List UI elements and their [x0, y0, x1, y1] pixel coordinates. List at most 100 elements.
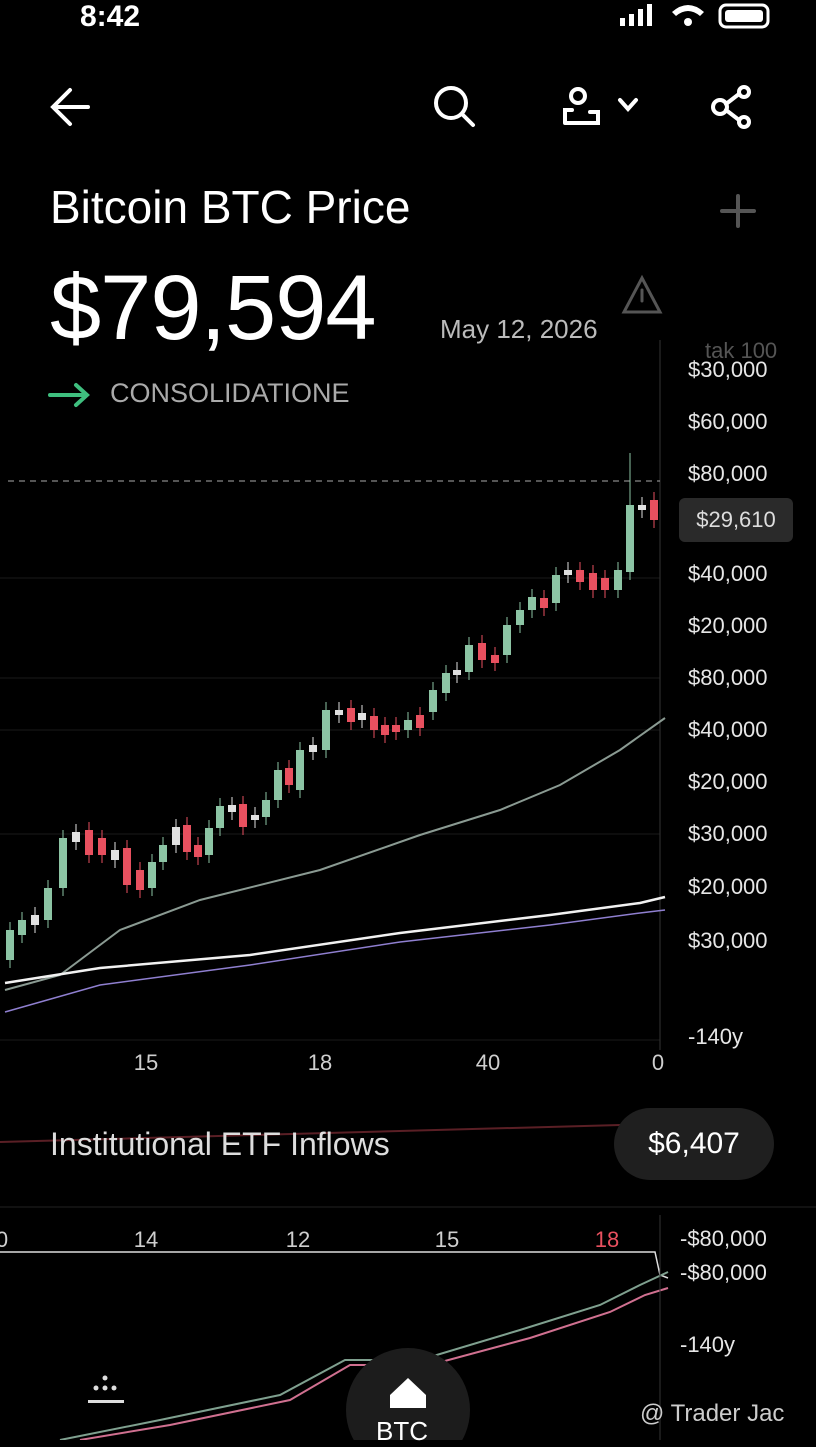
candle-body: [614, 570, 622, 590]
y-axis-label: $40,000: [688, 561, 768, 586]
y-axis-label: $60,000: [688, 409, 768, 434]
candle-body: [358, 713, 366, 720]
y-axis-label: $30,000: [688, 928, 768, 953]
x-axis-label: 14: [133, 1227, 159, 1252]
candle-body: [172, 827, 180, 845]
candle-body: [478, 643, 486, 660]
candle-body: [429, 690, 437, 712]
moving-average: [4, 895, 666, 985]
candle-body: [296, 750, 304, 790]
candle-body: [18, 920, 26, 935]
x-axis-label: 15: [133, 1050, 159, 1075]
price-date: May 12, 2026: [440, 314, 598, 344]
y-axis-label: $40,000: [688, 717, 768, 742]
etf-line: [0, 1124, 621, 1143]
y-axis-label: -140y: [680, 1332, 736, 1357]
candle-body: [416, 715, 424, 728]
menu-icon[interactable]: [88, 1375, 124, 1404]
candle-body: [381, 725, 389, 735]
candle-body: [540, 598, 548, 608]
x-axis-label: 0: [651, 1050, 665, 1075]
candle-body: [205, 828, 213, 855]
y-axis-label: -$80,000: [680, 1260, 767, 1285]
candle-body: [159, 845, 167, 862]
candle-body: [85, 830, 93, 855]
x-axis-label: 0: [0, 1227, 9, 1252]
lower-line: [0, 1251, 669, 1279]
watermark: @ Trader Jac: [640, 1400, 785, 1427]
candle-body: [589, 573, 597, 590]
y-axis-label: -140y: [688, 1024, 744, 1049]
x-axis-label: 40: [475, 1050, 501, 1075]
candle-body: [370, 716, 378, 730]
candle-body: [194, 845, 202, 857]
candle-body: [274, 770, 282, 800]
y-axis-label: $20,000: [688, 613, 768, 638]
y-axis-label: $80,000: [688, 665, 768, 690]
y-axis-label: $20,000: [688, 874, 768, 899]
candle-body: [491, 655, 499, 663]
candle-body: [72, 832, 80, 842]
candle-body: [148, 862, 156, 888]
trend-signal: CONSOLIDATIONE: [110, 378, 350, 408]
candle-body: [442, 673, 450, 693]
axis-top-label: tak 100: [705, 338, 778, 363]
moving-average: [4, 717, 666, 991]
moving-average: [4, 909, 666, 1013]
candle-body: [335, 710, 343, 715]
candle-body: [216, 806, 224, 828]
candle-body: [650, 500, 658, 520]
x-axis-label: 18: [594, 1227, 620, 1252]
candle-body: [347, 708, 355, 722]
candle-body: [239, 804, 247, 827]
candle-body: [552, 575, 560, 603]
candle-body: [285, 768, 293, 785]
candle-body: [98, 838, 106, 855]
current-price: $79,594: [50, 257, 377, 359]
nav-tab-label[interactable]: BTC: [376, 1416, 428, 1446]
candle-body: [576, 570, 584, 582]
etf-value[interactable]: $6,407: [614, 1108, 774, 1180]
candle-body: [123, 848, 131, 885]
y-axis-label: -$80,000: [680, 1226, 767, 1251]
x-axis-label: 18: [307, 1050, 333, 1075]
candle-body: [59, 838, 67, 888]
candle-body: [638, 505, 646, 510]
y-axis-label: $80,000: [688, 461, 768, 486]
candle-body: [453, 670, 461, 675]
candle-body: [564, 570, 572, 575]
candle-body: [183, 825, 191, 852]
candle-body: [111, 850, 119, 860]
etf-label: Institutional ETF Inflows: [50, 1126, 390, 1162]
candle-body: [44, 888, 52, 920]
candle-body: [309, 745, 317, 752]
status-time: 8:42: [80, 0, 141, 33]
candle-body: [503, 625, 511, 655]
candle-body: [6, 930, 14, 960]
candle-body: [516, 610, 524, 625]
candle-body: [626, 505, 634, 572]
home-icon[interactable]: [390, 1378, 426, 1408]
candle-body: [136, 870, 144, 890]
page-title: Bitcoin BTC Price: [50, 181, 411, 233]
x-axis-label: 15: [434, 1227, 460, 1252]
candle-body: [392, 725, 400, 732]
x-axis-label: 12: [285, 1227, 311, 1252]
y-axis-label: $20,000: [688, 769, 768, 794]
candle-body: [322, 710, 330, 750]
price-tag: $29,610: [679, 498, 793, 542]
candle-body: [528, 597, 536, 610]
candles: [6, 453, 658, 968]
y-axis-label: $30,000: [688, 357, 768, 382]
candle-body: [228, 805, 236, 812]
status-icons: [620, 3, 770, 29]
toolbar-icons[interactable]: [48, 85, 756, 407]
candle-body: [601, 578, 609, 590]
candle-body: [465, 645, 473, 672]
candle-body: [251, 815, 259, 820]
candle-body: [262, 800, 270, 817]
y-axis-label: $30,000: [688, 821, 768, 846]
candle-body: [404, 720, 412, 730]
